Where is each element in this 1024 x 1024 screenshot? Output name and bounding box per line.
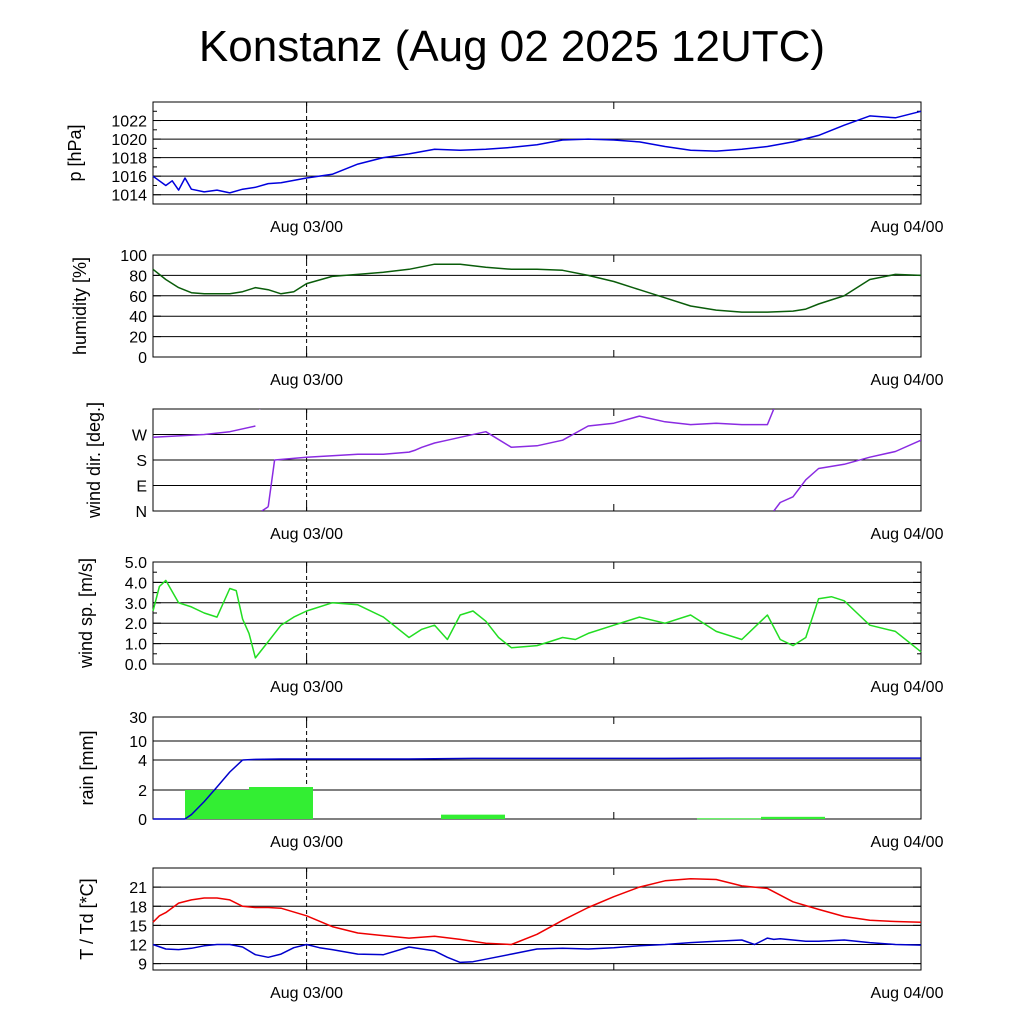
wind-direction-line bbox=[267, 409, 775, 507]
y-tick-label: 4 bbox=[138, 753, 147, 770]
y-axis-label: T / Td [*C] bbox=[77, 878, 97, 959]
wind-direction-line bbox=[153, 425, 256, 439]
rain-bar bbox=[249, 787, 313, 819]
plot-frame bbox=[152, 716, 922, 820]
dewpoint-line bbox=[152, 937, 922, 964]
y-tick-label: 1014 bbox=[111, 188, 147, 205]
y-tick-label: 18 bbox=[129, 899, 147, 916]
y-tick-label: 5.0 bbox=[125, 555, 147, 572]
panel-2: Aug 03/00 Aug 04/00 humidity [%] 0 20 40 60 80 1… bbox=[70, 248, 944, 389]
y-tick-label: 1018 bbox=[111, 151, 147, 168]
y-tick-label: 0 bbox=[138, 812, 147, 829]
y-tick-label: 60 bbox=[129, 289, 147, 306]
y-tick-label: 30 bbox=[129, 710, 147, 727]
wind-direction-line bbox=[773, 439, 921, 511]
y-tick-label: 15 bbox=[129, 918, 147, 935]
y-tick-label: 1016 bbox=[111, 169, 147, 186]
y-tick-label: S bbox=[136, 453, 147, 470]
plot-frame bbox=[152, 254, 922, 358]
wind-direction-line bbox=[261, 506, 269, 511]
x-tick-label: Aug 03/00 bbox=[270, 679, 343, 696]
rain-total-line bbox=[153, 757, 921, 820]
y-tick-label: 21 bbox=[129, 880, 147, 897]
y-tick-label: 1.0 bbox=[125, 637, 147, 654]
y-axis-label: humidity [%] bbox=[70, 257, 90, 355]
y-axis-label: wind dir. [deg.] bbox=[84, 402, 104, 519]
y-tick-label: 100 bbox=[120, 248, 147, 265]
x-tick-label: Aug 04/00 bbox=[871, 985, 944, 1002]
x-tick-label: Aug 04/00 bbox=[871, 372, 944, 389]
panel-4: Aug 03/00 Aug 04/00 wind sp. [m/s] 0.0 1.0 2.… bbox=[76, 555, 944, 696]
y-tick-label: 10 bbox=[129, 734, 147, 751]
y-tick-label: W bbox=[132, 428, 148, 445]
y-tick-label: 2 bbox=[138, 783, 147, 800]
plot-frame bbox=[152, 867, 922, 971]
x-tick-label: Aug 03/00 bbox=[270, 219, 343, 236]
humidity-line bbox=[152, 263, 922, 313]
y-tick-label: E bbox=[136, 479, 147, 496]
wind-speed-line bbox=[152, 579, 922, 659]
rain-bar bbox=[185, 790, 249, 819]
x-tick-label: Aug 03/00 bbox=[270, 834, 343, 851]
x-tick-label: Aug 04/00 bbox=[871, 219, 944, 236]
plot-frame bbox=[152, 561, 922, 665]
y-axis-label: wind sp. [m/s] bbox=[76, 558, 96, 669]
pressure-line bbox=[152, 110, 922, 194]
x-tick-label: Aug 03/00 bbox=[270, 985, 343, 1002]
panel-5: Aug 03/00 Aug 04/00 rain [mm] 0 2 4 10 30 bbox=[77, 710, 944, 851]
y-tick-label: 3.0 bbox=[125, 596, 147, 613]
y-tick-label: 2.0 bbox=[125, 616, 147, 633]
chart-title: Konstanz (Aug 02 2025 12UTC) bbox=[198, 22, 826, 71]
x-tick-label: Aug 04/00 bbox=[871, 834, 944, 851]
y-tick-label: 0.0 bbox=[125, 657, 147, 674]
y-tick-label: 1022 bbox=[111, 114, 147, 131]
y-axis-label: rain [mm] bbox=[77, 730, 97, 805]
plot-frame bbox=[152, 101, 922, 205]
temperature-line bbox=[152, 878, 922, 946]
y-tick-label: 1020 bbox=[111, 132, 147, 149]
wind-direction-series bbox=[153, 409, 921, 511]
rain-bar bbox=[761, 816, 825, 819]
x-tick-label: Aug 04/00 bbox=[871, 526, 944, 543]
panel-6: Aug 03/00 Aug 04/00 T / Td [*C] 9 12 15 18 21 bbox=[77, 867, 944, 1002]
y-tick-label: 0 bbox=[138, 350, 147, 367]
y-tick-label: N bbox=[135, 504, 147, 521]
y-tick-label: 9 bbox=[138, 957, 147, 974]
x-tick-label: Aug 03/00 bbox=[270, 372, 343, 389]
y-tick-label: 20 bbox=[129, 330, 147, 347]
rain-bar bbox=[697, 818, 761, 820]
x-tick-label: Aug 03/00 bbox=[270, 526, 343, 543]
y-tick-label: 40 bbox=[129, 309, 147, 326]
y-tick-label: 12 bbox=[129, 938, 147, 955]
y-axis-label: p [hPa] bbox=[65, 124, 85, 181]
x-tick-label: Aug 04/00 bbox=[871, 679, 944, 696]
y-tick-label: 80 bbox=[129, 268, 147, 285]
rain-bar bbox=[441, 814, 505, 819]
y-tick-label: 4.0 bbox=[125, 575, 147, 592]
